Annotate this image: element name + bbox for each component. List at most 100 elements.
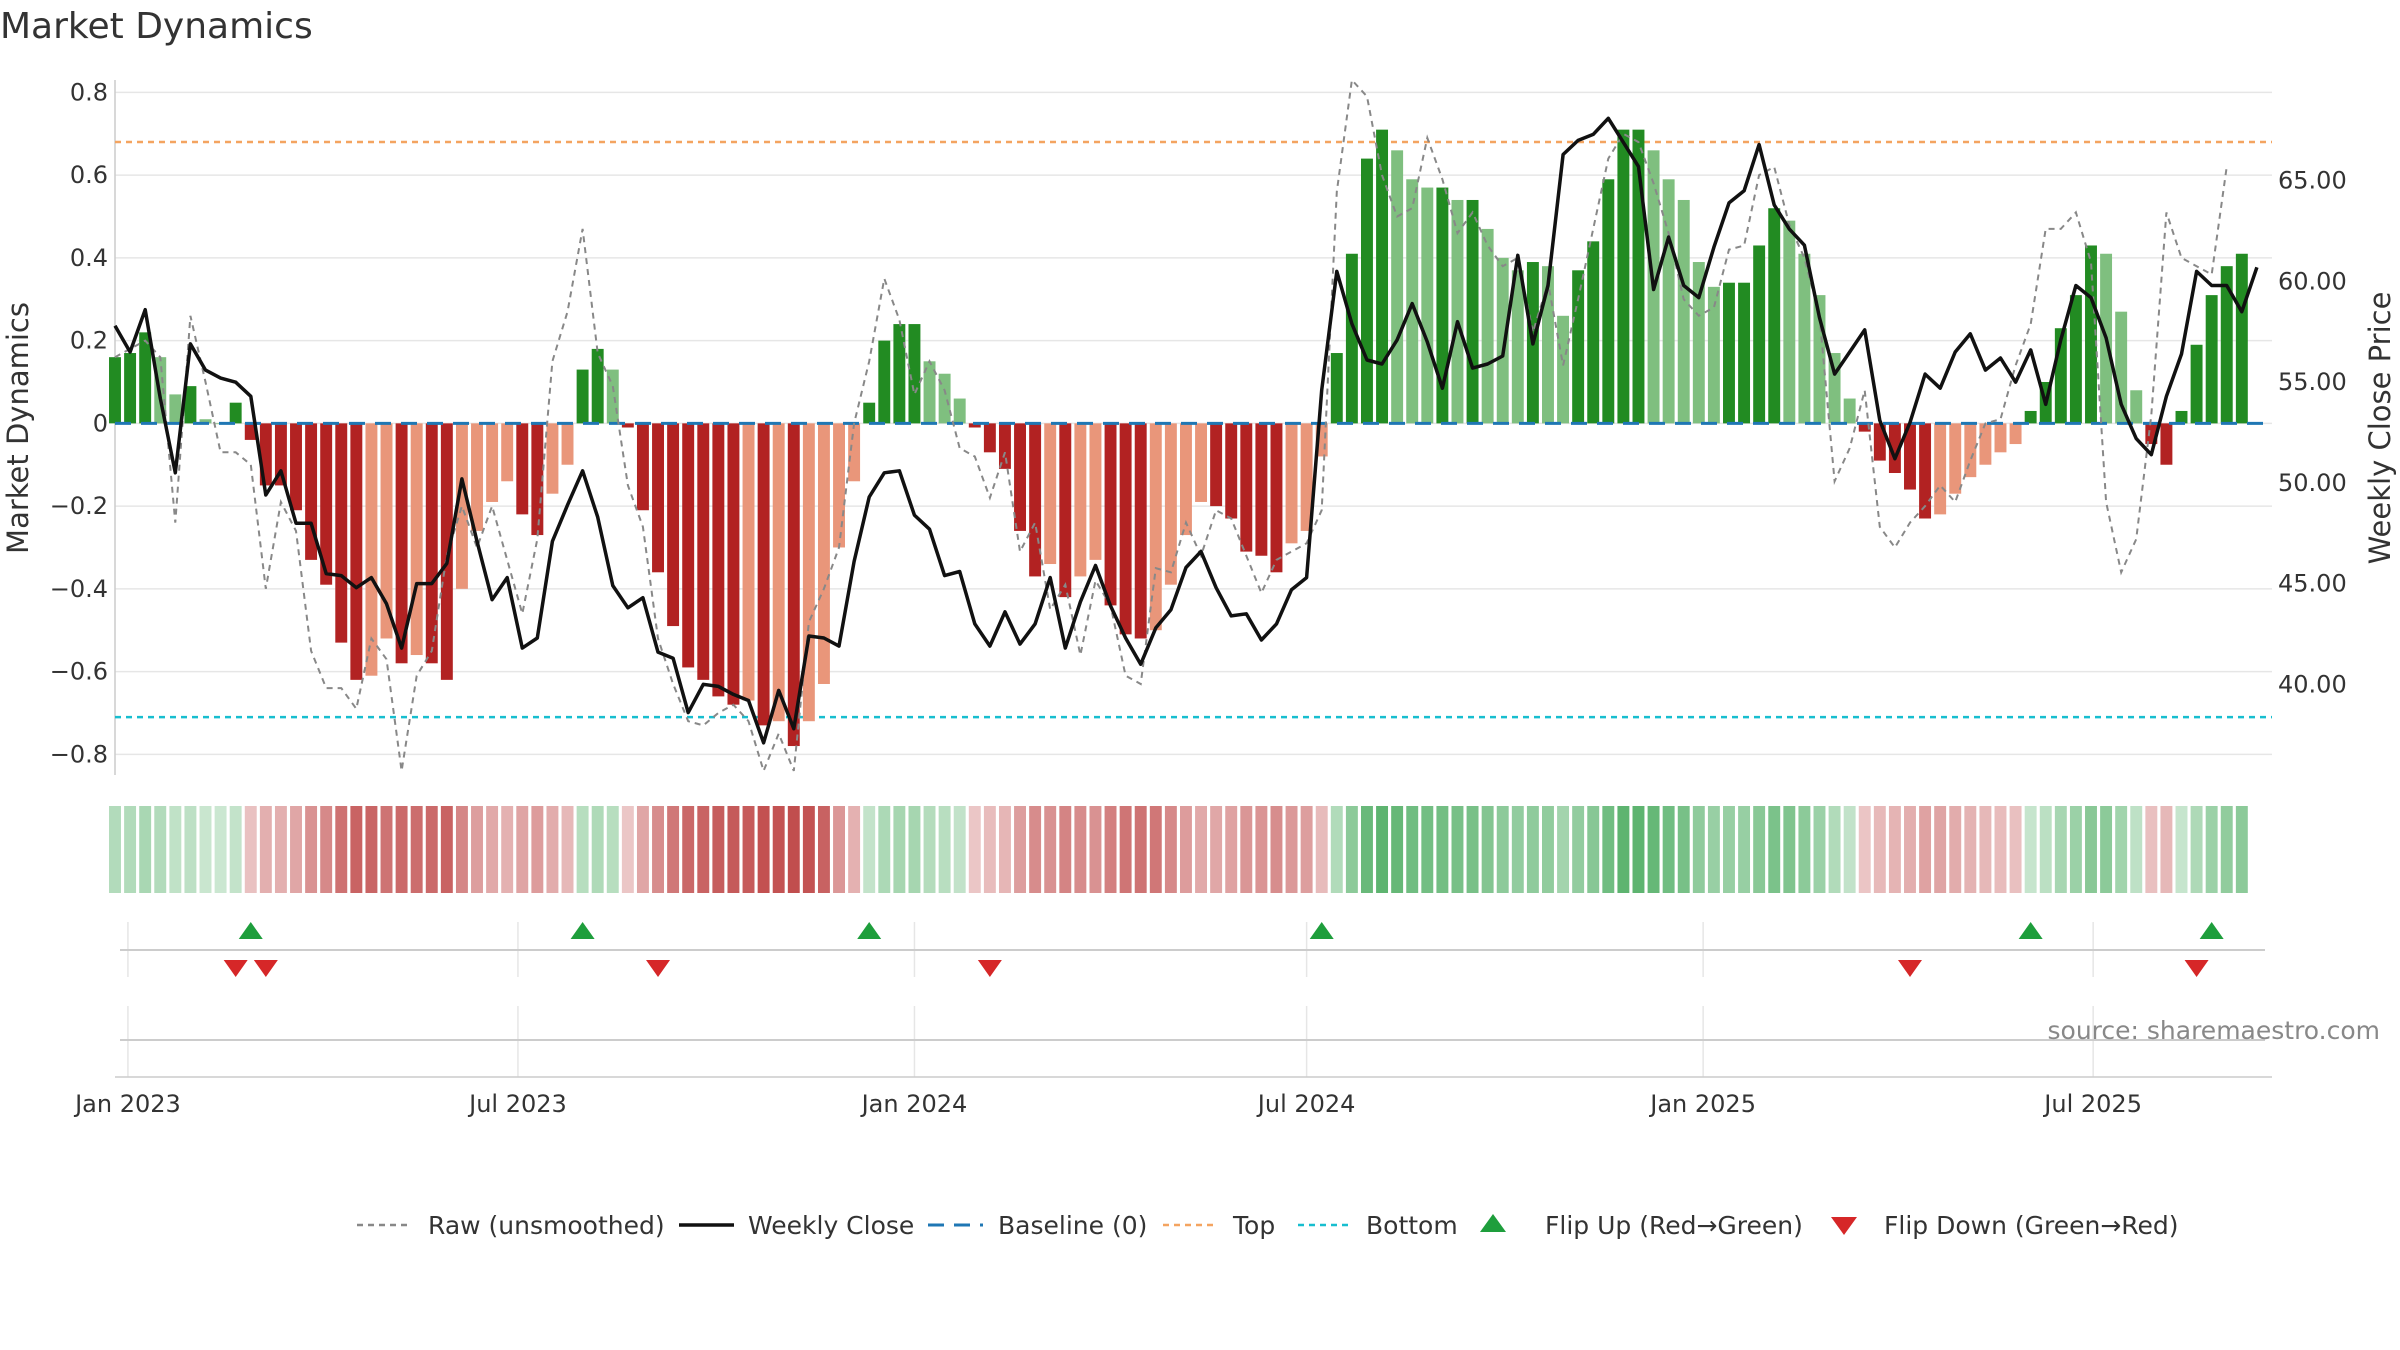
heat-cell [229, 806, 242, 893]
bar [561, 423, 574, 465]
bar [1617, 129, 1630, 424]
bar [1723, 282, 1735, 424]
bar [606, 369, 619, 424]
right-tick-label: 45.00 [2278, 570, 2347, 598]
bar [2175, 410, 2188, 424]
bar [1149, 423, 1162, 631]
bar [787, 423, 800, 747]
bar [1873, 423, 1886, 461]
heat-cell [1240, 806, 1253, 893]
legend-flip-up-icon [1480, 1214, 1506, 1232]
bar [1753, 245, 1766, 424]
bar [1496, 257, 1509, 424]
heat-cell [380, 806, 393, 893]
heat-cell [893, 806, 906, 893]
heat-cell [1376, 806, 1389, 893]
heat-cell [802, 806, 815, 893]
heat-cell [2190, 806, 2203, 893]
heat-cell [1164, 806, 1177, 893]
heat-cell [908, 806, 921, 893]
heat-cell [1994, 806, 2007, 893]
heat-cell [727, 806, 740, 893]
heat-cell [652, 806, 664, 893]
source-credit: source: sharemaestro.com [2048, 1016, 2381, 1045]
bar [1557, 315, 1570, 424]
bar [1074, 423, 1087, 577]
bar [425, 423, 438, 664]
line-series [113, 77, 2259, 774]
heat-cell [1888, 806, 1901, 893]
legend-bottom-label: Bottom [1366, 1211, 1458, 1240]
bar [1436, 187, 1449, 424]
heat-cell [697, 806, 710, 893]
heat-cell [154, 806, 167, 893]
flip-up-marker [857, 922, 882, 939]
bar [652, 423, 664, 573]
bar [1285, 423, 1298, 544]
heat-cell [395, 806, 408, 893]
bar [1768, 208, 1781, 424]
heat-cell [410, 806, 423, 893]
right-axis-ticks: 65.00 60.00 55.00 50.00 45.00 40.00 [2278, 167, 2347, 699]
bar [1964, 423, 1977, 478]
heat-cell [1753, 806, 1766, 893]
heat-cell [1104, 806, 1117, 893]
bar [1481, 228, 1494, 424]
heat-cell [1195, 806, 1208, 893]
bar [395, 423, 408, 664]
bar [1179, 423, 1192, 536]
bar [1029, 423, 1042, 577]
bar [1587, 241, 1600, 424]
heat-cell [290, 806, 302, 893]
heat-cell [1451, 806, 1464, 893]
bar-series [109, 129, 2272, 747]
heat-cell [2115, 806, 2128, 893]
bar [1059, 423, 1072, 598]
heat-cell [757, 806, 770, 893]
heat-cell [968, 806, 981, 893]
flip-up-marker [238, 922, 263, 939]
heat-cell [878, 806, 891, 893]
heat-cell [938, 806, 951, 893]
bar [1406, 179, 1419, 424]
legend-flip-up-label: Flip Up (Red→Green) [1545, 1211, 1803, 1240]
bar [1376, 129, 1389, 424]
heat-cell [2145, 806, 2158, 893]
bar [1300, 423, 1313, 531]
bar [772, 423, 785, 722]
heat-cell [1858, 806, 1871, 893]
heat-cell [365, 806, 378, 893]
bar [244, 423, 257, 440]
legend-raw-label: Raw (unsmoothed) [428, 1211, 665, 1240]
heat-cell [2235, 806, 2248, 893]
left-axis-ticks: 0.8 0.6 0.4 0.2 0 −0.2 −0.4 −0.6 −0.8 [50, 78, 108, 768]
bar [1949, 423, 1962, 494]
heat-cell [1119, 806, 1132, 893]
heat-cell [1738, 806, 1751, 893]
bar [863, 402, 876, 424]
bar [1330, 353, 1343, 424]
x-axis-ticks: Jan 2023 Jul 2023 Jan 2024 Jul 2024 Jan 2025… [73, 1090, 2142, 1118]
flip-down-marker [253, 960, 278, 977]
heat-cell [1436, 806, 1449, 893]
bar [2069, 295, 2082, 424]
heat-cell [471, 806, 483, 893]
heat-cell [1300, 806, 1313, 893]
bar [802, 423, 815, 722]
bar [742, 423, 755, 701]
bar [184, 386, 197, 424]
heat-cell [2100, 806, 2113, 893]
heat-cell [621, 806, 634, 893]
heat-cell [455, 806, 468, 893]
heat-cell [244, 806, 257, 893]
bar [1542, 266, 1554, 424]
heat-cell [335, 806, 348, 893]
flip-up-marker [570, 922, 595, 939]
bar [516, 423, 529, 515]
heat-cell [1089, 806, 1102, 893]
heat-cell [1466, 806, 1479, 893]
raw-unsmoothed-line [114, 77, 2228, 774]
heat-cell [983, 806, 996, 893]
bar [1692, 262, 1705, 424]
x-tick-label: Jul 2025 [2042, 1090, 2142, 1118]
